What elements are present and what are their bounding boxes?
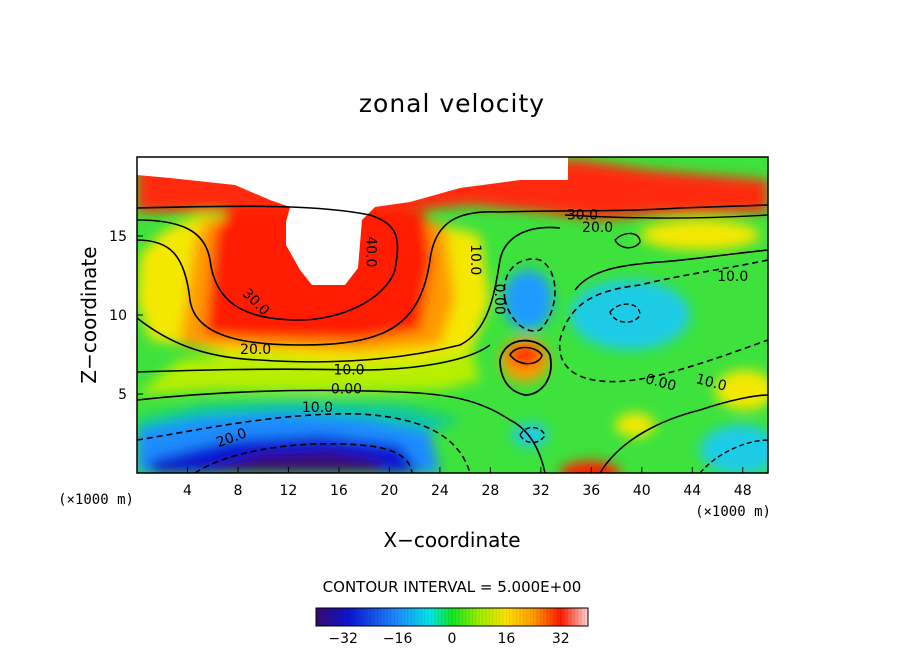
- x-tick-label: 48: [734, 483, 752, 499]
- colorbar-ticks: −32 −16 0 16 32: [328, 631, 569, 647]
- x-tick-label: 8: [233, 483, 242, 499]
- chart-title: zonal velocity: [359, 89, 545, 118]
- positive-patch-south: [615, 413, 655, 437]
- x-tick-label: 4: [183, 483, 192, 499]
- positive-patch-upper: [640, 220, 760, 250]
- colorbar-stripes: [319, 608, 585, 626]
- x-tick-label: 12: [280, 483, 298, 499]
- x-tick-label: 40: [633, 483, 651, 499]
- x-axis-unit-right: (×1000 m): [695, 504, 771, 520]
- contour-label: 20.0: [582, 220, 613, 236]
- y-axis-ticks: 5 10 15: [109, 229, 143, 403]
- colorbar-tick-label: −16: [383, 631, 413, 647]
- contour-label: 10.0: [694, 371, 728, 395]
- negative-patch-east: [570, 280, 690, 350]
- contour-label: 10.0: [333, 362, 364, 378]
- negative-patch-low: [512, 423, 548, 447]
- colorbar-tick-label: 16: [497, 631, 515, 647]
- contour-label: 10.0: [717, 269, 748, 285]
- positive-patch-east: [715, 370, 768, 410]
- colorbar-tick-label: −32: [328, 631, 358, 647]
- x-tick-label: 16: [330, 483, 348, 499]
- contour-lines: [137, 204, 768, 473]
- positive-patch-bottom: [560, 461, 620, 473]
- contour-label: 0.00: [644, 371, 678, 395]
- contour-field: [137, 157, 768, 473]
- x-tick-label: 20: [380, 483, 398, 499]
- x-tick-label: 28: [481, 483, 499, 499]
- contour-label: 10.0: [302, 400, 333, 416]
- colorbar-tick-label: 0: [448, 631, 457, 647]
- contour-label: 20.0: [240, 342, 271, 358]
- positive-band-10: [137, 348, 480, 395]
- x-axis-ticks: 4 8 12 16 20 24 28 32 36 40 44 48: [183, 467, 752, 499]
- x-axis-unit-left: (×1000 m): [58, 492, 134, 508]
- y-tick-label: 5: [118, 387, 127, 403]
- positive-cell-core: [509, 345, 541, 365]
- contour-interval-label: CONTOUR INTERVAL = 5.000E+00: [323, 578, 582, 596]
- contour-labels: 40.030.030.020.020.010.010.00.000.0010.0…: [214, 207, 748, 451]
- y-tick-label: 10: [109, 308, 127, 324]
- x-tick-label: 44: [683, 483, 701, 499]
- negative-minimum: [200, 452, 380, 473]
- y-axis-label: Z−coordinate: [77, 246, 101, 383]
- x-axis-label: X−coordinate: [383, 528, 520, 552]
- contour-label: 10.0: [467, 244, 483, 275]
- masked-region: [137, 157, 568, 285]
- x-tick-label: 24: [431, 483, 449, 499]
- x-tick-label: 32: [532, 483, 550, 499]
- contour-label: 0.00: [331, 381, 362, 397]
- colorbar: [316, 608, 588, 626]
- x-tick-label: 36: [582, 483, 600, 499]
- negative-patch-corner: [700, 425, 768, 473]
- negative-band-10: [137, 400, 460, 432]
- contour-label: 30.0: [567, 207, 598, 223]
- negative-patch-center: [503, 270, 553, 330]
- y-tick-label: 15: [109, 229, 127, 245]
- contour-label: 40.0: [362, 236, 378, 267]
- contour-label: 0.00: [491, 284, 507, 315]
- colorbar-tick-label: 32: [552, 631, 570, 647]
- colorbar-frame: [315, 607, 589, 627]
